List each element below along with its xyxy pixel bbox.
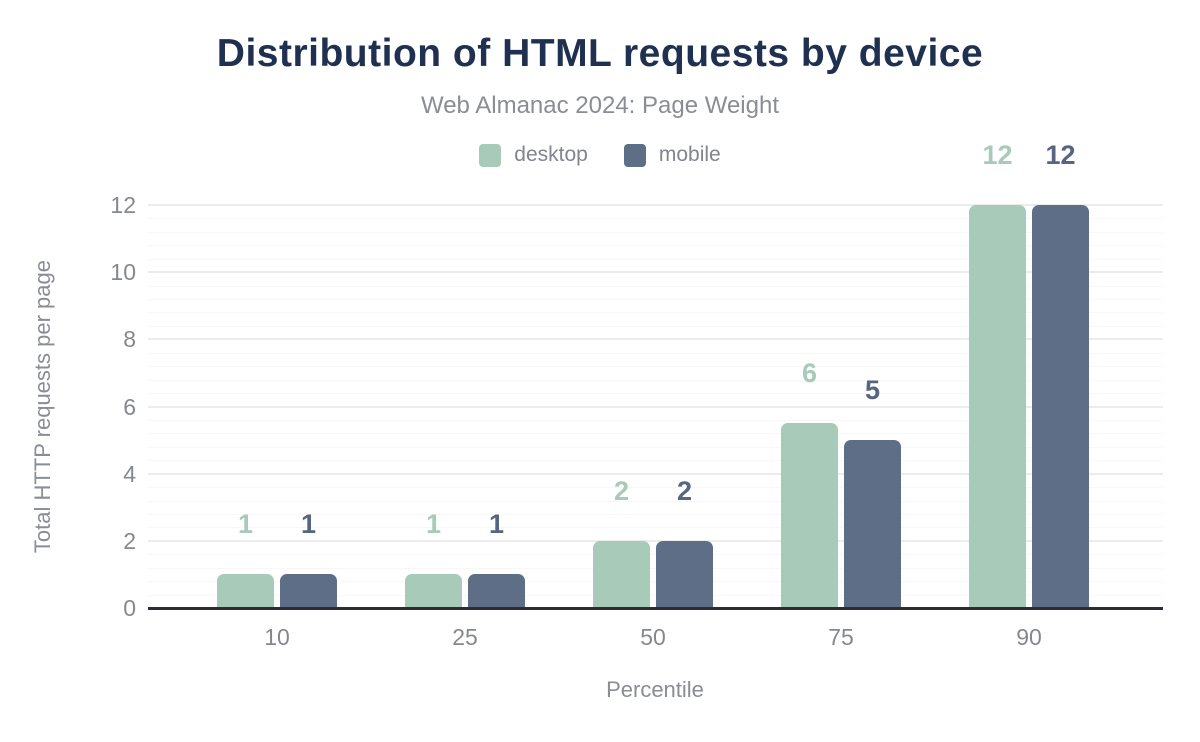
gridline-minor [148, 352, 1163, 354]
gridline-minor [148, 299, 1163, 301]
x-tick-25: 25 [452, 624, 478, 650]
x-tick-90: 90 [1016, 624, 1042, 650]
gridline-minor [148, 433, 1163, 435]
legend-label-mobile: mobile [658, 143, 721, 166]
legend: desktop mobile [0, 141, 1200, 169]
plot-area: 1 1 2 6 12 1 1 2 5 12 [148, 140, 1163, 610]
x-axis-line [148, 607, 1163, 610]
legend-swatch-desktop [479, 143, 502, 167]
y-tick-10: 10 [110, 259, 136, 286]
gridline-minor [148, 245, 1163, 247]
bar-mobile-p75[interactable] [844, 440, 901, 608]
gridline-minor [148, 285, 1163, 287]
bar-mobile-p90[interactable] [1032, 205, 1089, 608]
data-label-mobile-p50: 2 [676, 475, 693, 506]
bar-mobile-p25[interactable] [468, 574, 525, 608]
gridline-major [148, 539, 1163, 542]
y-tick-12: 12 [110, 192, 136, 218]
x-tick-10: 10 [264, 624, 290, 650]
gridline-minor [148, 366, 1163, 368]
gridline-major [148, 405, 1163, 408]
data-label-mobile-p10: 1 [300, 509, 317, 540]
gridline-minor [148, 554, 1163, 556]
gridline-minor [148, 500, 1163, 502]
data-label-mobile-p90: 12 [1045, 140, 1076, 170]
bar-mobile-p10[interactable] [280, 574, 337, 608]
data-label-desktop-p90: 12 [982, 140, 1013, 170]
gridline-major [148, 338, 1163, 341]
y-tick-0: 0 [123, 595, 136, 621]
gridline-minor [148, 258, 1163, 260]
gridline-minor [148, 218, 1163, 220]
x-axis-title: Percentile [606, 677, 704, 702]
y-tick-2: 2 [123, 527, 136, 554]
gridline-major [148, 271, 1163, 274]
chart-subtitle: Web Almanac 2024: Page Weight [420, 92, 779, 119]
gridline-major [148, 472, 1163, 475]
gridline-minor [148, 567, 1163, 569]
y-axis-title: Total HTTP requests per page [30, 259, 55, 554]
gridline-minor [148, 527, 1163, 529]
bar-desktop-p10[interactable] [217, 574, 274, 608]
gridline-minor [148, 379, 1163, 381]
gridline-minor [148, 581, 1163, 583]
gridline-minor [148, 393, 1163, 395]
data-label-mobile-p25: 1 [488, 509, 505, 540]
x-tick-50: 50 [640, 624, 666, 650]
gridline-minor [148, 312, 1163, 314]
gridline-minor [148, 419, 1163, 421]
bar-mobile-p50[interactable] [656, 540, 713, 608]
legend-item-desktop[interactable]: desktop [479, 143, 588, 167]
data-label-desktop-p75: 6 [801, 358, 818, 389]
data-label-desktop-p25: 1 [425, 509, 442, 540]
x-tick-75: 75 [828, 624, 854, 650]
y-tick-6: 6 [123, 393, 136, 420]
gridline-minor [148, 460, 1163, 462]
bar-desktop-p50[interactable] [593, 540, 650, 608]
y-tick-4: 4 [123, 460, 136, 487]
legend-item-mobile[interactable]: mobile [623, 143, 721, 167]
bar-desktop-p25[interactable] [405, 574, 462, 608]
chart-title: Distribution of HTML requests by device [216, 32, 984, 75]
gridline-minor [148, 487, 1163, 489]
gridline-major [148, 204, 1163, 206]
legend-label-desktop: desktop [514, 143, 588, 166]
gridline-minor [148, 513, 1163, 515]
gridline-minor [148, 325, 1163, 327]
data-label-mobile-p75: 5 [864, 375, 881, 406]
y-tick-8: 8 [123, 326, 136, 353]
gridline-minor [148, 446, 1163, 448]
data-label-desktop-p50: 2 [613, 475, 630, 506]
gridline-minor [148, 231, 1163, 233]
bar-desktop-p75[interactable] [781, 423, 838, 608]
gridline-minor [148, 594, 1163, 596]
data-label-desktop-p10: 1 [237, 509, 254, 540]
legend-swatch-mobile [623, 143, 646, 167]
bar-desktop-p90[interactable] [969, 205, 1026, 608]
